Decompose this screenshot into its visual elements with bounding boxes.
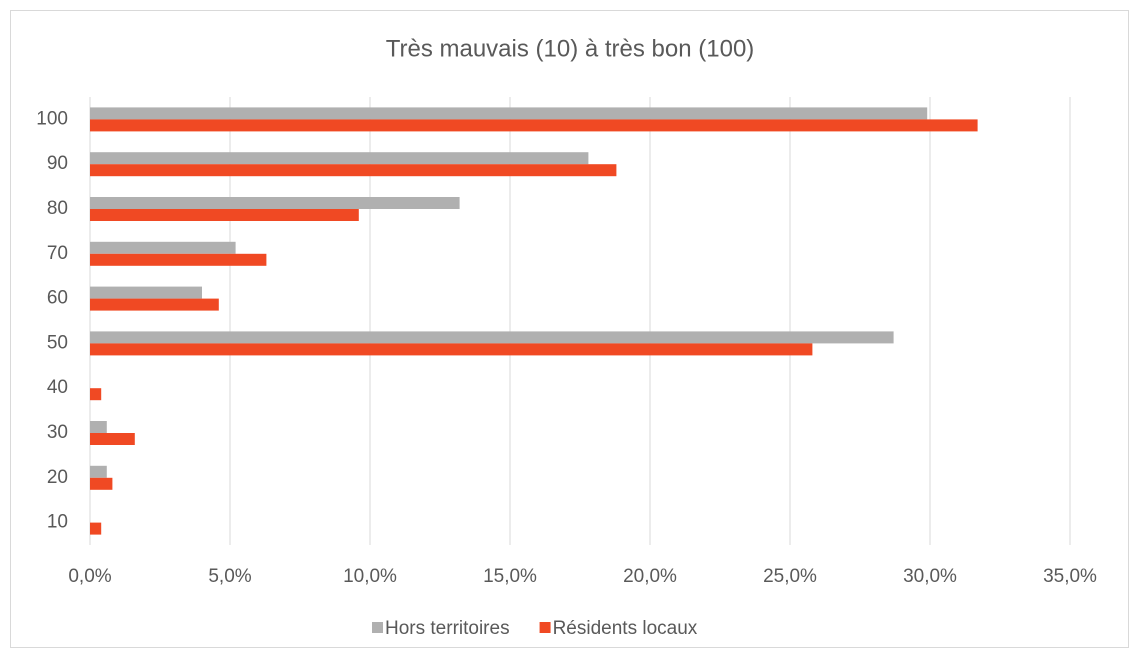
x-tick-label: 30,0% xyxy=(903,566,957,587)
bar xyxy=(90,343,813,356)
bar xyxy=(90,164,617,177)
x-tick-label: 10,0% xyxy=(343,566,397,587)
bar xyxy=(90,477,113,490)
bar xyxy=(90,331,894,344)
bar xyxy=(90,388,102,401)
bar xyxy=(90,522,102,535)
x-tick-label: 15,0% xyxy=(483,566,537,587)
bar xyxy=(90,298,219,311)
bar xyxy=(90,253,267,266)
bar xyxy=(90,421,107,433)
legend-swatch xyxy=(372,622,383,633)
bar xyxy=(90,152,589,165)
legend-swatch xyxy=(539,622,551,633)
y-tick-label: 100 xyxy=(36,108,68,129)
y-tick-label: 20 xyxy=(47,467,68,488)
x-tick-label: 0,0% xyxy=(68,566,111,587)
y-tick-label: 50 xyxy=(47,332,68,353)
bar xyxy=(90,197,460,209)
y-tick-label: 80 xyxy=(47,198,68,219)
y-tick-label: 10 xyxy=(47,512,68,533)
bar xyxy=(90,433,135,445)
legend-label: Hors territoires xyxy=(385,618,510,639)
y-tick-label: 90 xyxy=(47,153,68,174)
bar xyxy=(90,107,928,120)
y-tick-label: 30 xyxy=(47,422,68,443)
bar xyxy=(90,119,978,132)
y-tick-label: 70 xyxy=(47,243,68,264)
chart-title: Très mauvais (10) à très bon (100) xyxy=(386,35,755,62)
x-tick-label: 35,0% xyxy=(1043,566,1097,587)
y-tick-label: 60 xyxy=(47,288,68,309)
bar xyxy=(90,209,359,221)
bar xyxy=(90,241,236,254)
x-tick-label: 25,0% xyxy=(763,566,817,587)
x-tick-label: 5,0% xyxy=(208,566,251,587)
bar xyxy=(90,465,107,478)
legend-label: Résidents locaux xyxy=(553,618,698,639)
bar xyxy=(90,286,202,299)
x-tick-label: 20,0% xyxy=(623,566,677,587)
y-tick-label: 40 xyxy=(47,377,68,398)
chart-frame xyxy=(10,10,1129,648)
